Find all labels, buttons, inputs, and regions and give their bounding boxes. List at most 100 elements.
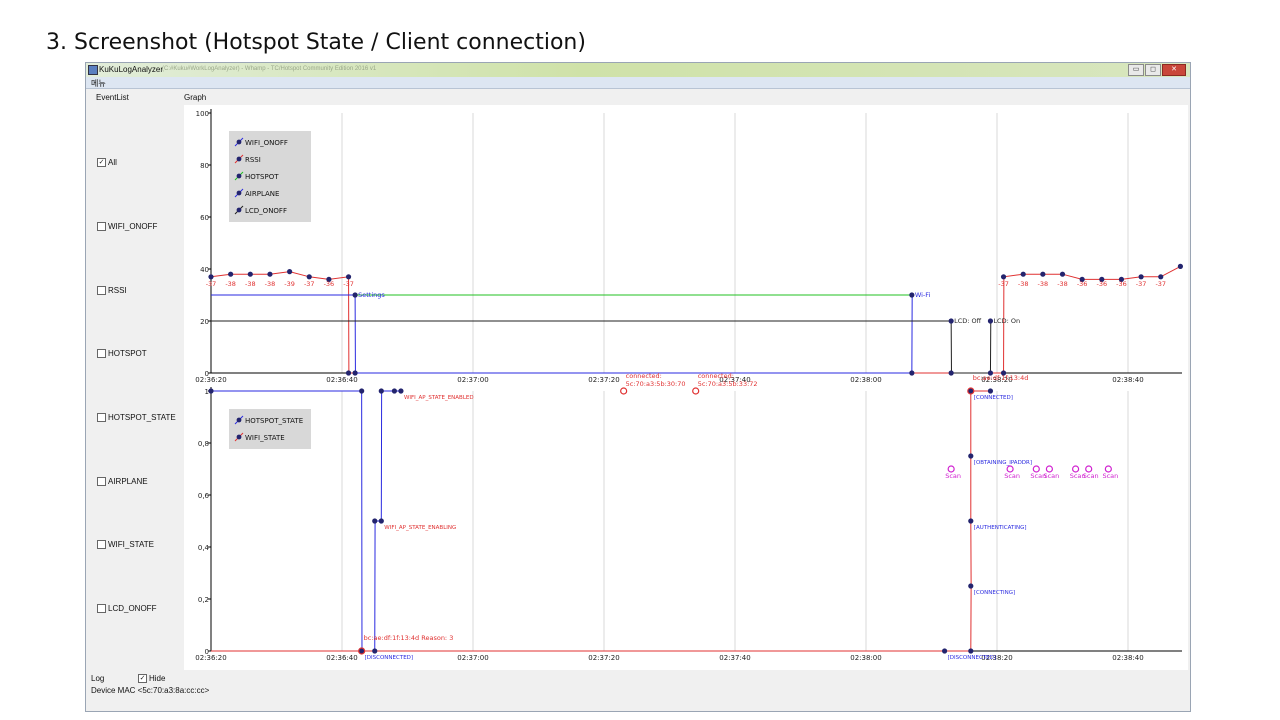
point-annotation: [OBTAINING_IPADDR] [974, 460, 1032, 466]
legend-marker [236, 173, 242, 179]
data-point [909, 292, 915, 298]
slide-title: 3. Screenshot (Hotspot State / Client co… [46, 30, 586, 55]
data-point [208, 274, 214, 280]
data-point [987, 370, 994, 376]
minimize-button[interactable]: ▭ [1128, 64, 1144, 76]
legend-marker [236, 156, 242, 162]
scan-marker [1045, 465, 1054, 473]
y-tick-label: 100 [196, 110, 209, 118]
x-tick-label: 02:38:40 [1112, 376, 1143, 384]
hide-log-label: Hide [149, 674, 166, 683]
point-annotation: [DISCONNECTED] [365, 655, 413, 661]
event-label: 5c:70:a3:5b:33:72 [698, 380, 758, 388]
event-label: All [108, 158, 117, 167]
event-checkbox[interactable] [97, 477, 106, 486]
device-mac: Device MAC <5c:70:a3:8a:cc:cc> [91, 686, 210, 695]
scan-marker [1006, 465, 1014, 473]
app-name: KuKuLogAnalyzer [99, 65, 164, 74]
x-tick-label: 02:37:40 [719, 376, 750, 384]
data-point [287, 269, 293, 275]
series-line [211, 390, 401, 652]
series-line [211, 390, 991, 652]
tab-event-list[interactable]: EventList [96, 93, 129, 102]
y-tick-label: 40 [200, 266, 209, 274]
event-checkbox[interactable] [97, 286, 106, 295]
data-label: -37 [304, 280, 315, 288]
x-tick-label: 02:38:00 [850, 376, 881, 384]
menu-main[interactable]: 메뉴 [91, 79, 106, 88]
y-tick-label: 60 [200, 214, 209, 222]
point-annotation: [DISCONNECTED] [948, 655, 996, 661]
point-annotation: WIFI_AP_STATE_ENABLED [404, 395, 474, 401]
scan-marker [1104, 465, 1112, 473]
data-point [208, 388, 214, 394]
data-label: -36 [1077, 280, 1088, 288]
x-tick-label: 02:37:20 [588, 654, 619, 662]
x-tick-label: 02:38:20 [981, 376, 1012, 384]
point-annotation: WIFI_AP_STATE_ENABLING [384, 525, 456, 531]
scan-label: Scan [1030, 472, 1046, 480]
event-checkbox[interactable]: ✓ [97, 158, 106, 167]
y-tick-label: 0,6 [198, 492, 210, 500]
event-marker [967, 387, 975, 395]
legend-label: HOTSPOT [245, 173, 279, 181]
data-label: -36 [1096, 280, 1107, 288]
point-annotation: Settings [358, 291, 385, 299]
data-point [378, 518, 384, 524]
data-point [987, 318, 994, 324]
event-checkbox[interactable] [97, 413, 106, 422]
x-tick-label: 02:37:00 [457, 376, 488, 384]
scan-marker [1085, 465, 1093, 473]
hide-log-checkbox[interactable]: ✓ [138, 674, 147, 683]
y-tick-label: 0,8 [198, 440, 209, 448]
data-point [326, 276, 332, 282]
event-checkbox[interactable] [97, 349, 106, 358]
data-label: -38 [1038, 280, 1049, 288]
data-point [948, 318, 954, 324]
x-tick-label: 02:38:20 [981, 654, 1012, 662]
event-label: WIFI_ONOFF [108, 222, 158, 231]
scan-label: Scan [1083, 472, 1099, 480]
data-point [968, 388, 974, 394]
scan-label: Scan [945, 472, 961, 480]
point-annotation: [CONNECTED] [974, 395, 1013, 401]
data-point [1099, 276, 1105, 282]
event-checkbox[interactable] [97, 604, 106, 613]
legend-marker [236, 190, 242, 196]
data-point [1000, 274, 1007, 280]
y-tick-label: 20 [200, 318, 209, 326]
data-point [391, 388, 397, 394]
legend-label: HOTSPOT_STATE [245, 417, 303, 425]
data-point [372, 518, 378, 524]
data-point [1040, 271, 1046, 277]
event-label: RSSI [108, 286, 127, 295]
x-tick-label: 02:38:00 [850, 654, 881, 662]
tab-graph[interactable]: Graph [184, 93, 207, 102]
event-label: WIFI_STATE [108, 540, 154, 549]
data-label: -39 [284, 280, 295, 288]
data-point [228, 271, 234, 277]
data-label: -36 [1116, 280, 1127, 288]
data-point [1000, 370, 1007, 376]
point-annotation: [CONNECTING] [974, 590, 1015, 596]
x-tick-label: 02:36:20 [195, 376, 226, 384]
data-label: -37 [1136, 280, 1147, 288]
window-path: (C:#Kuku#WorkLogAnalyzer) - Whamp - TC/H… [162, 66, 377, 72]
data-point [948, 370, 954, 376]
log-label: Log [91, 674, 105, 683]
data-label: -37 [1155, 280, 1166, 288]
maximize-button[interactable]: ◻ [1145, 64, 1161, 76]
event-checkbox[interactable] [97, 540, 106, 549]
data-label: -36 [324, 280, 335, 288]
legend-label: WIFI_STATE [245, 434, 285, 442]
data-point [968, 453, 974, 459]
data-point [968, 518, 974, 524]
close-button[interactable]: ✕ [1162, 64, 1186, 76]
event-checkbox[interactable] [97, 222, 106, 231]
scan-label: Scan [1070, 472, 1086, 480]
x-tick-label: 02:37:40 [719, 654, 750, 662]
data-point [306, 274, 312, 280]
data-point [352, 370, 358, 376]
data-point [968, 583, 974, 589]
window-controls: ▭ ◻ ✕ [1128, 64, 1186, 76]
